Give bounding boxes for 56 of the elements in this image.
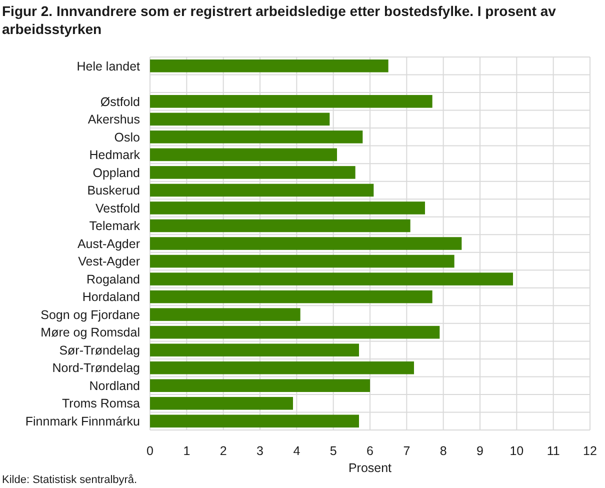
x-tick-label: 5 xyxy=(330,444,337,458)
y-tick-label: Vest-Agder xyxy=(78,254,140,269)
bar xyxy=(150,414,359,428)
y-tick-label: Vestfold xyxy=(96,201,140,216)
x-tick-label: 7 xyxy=(403,444,410,458)
y-tick-label: Sør-Trøndelag xyxy=(59,343,140,358)
y-tick-label: Nord-Trøndelag xyxy=(52,361,140,376)
y-tick-label: Hele landet xyxy=(76,59,141,74)
x-tick-label: 0 xyxy=(146,444,154,458)
bar xyxy=(150,219,410,232)
x-tick-label: 1 xyxy=(183,444,190,458)
y-tick-label: Nordland xyxy=(89,378,140,393)
y-tick-label: Troms Romsa xyxy=(62,396,140,411)
bar xyxy=(150,166,356,179)
bar xyxy=(150,184,374,197)
chart-title: Figur 2. Innvandrere som er registrert arbeidsledige etter bostedsfylke. I prosent av arbeidsstyrken xyxy=(2,3,556,37)
bar xyxy=(150,254,454,268)
y-tick-label: Hordaland xyxy=(82,290,140,304)
bar xyxy=(150,272,513,286)
text: Kilde: Statistisk sentralbyrå. xyxy=(2,474,138,486)
x-tick-label: 8 xyxy=(440,444,447,458)
x-tick-label: 4 xyxy=(293,444,300,458)
y-tick-label: Sogn og Fjordane xyxy=(40,308,140,322)
y-tick-label: Buskerud xyxy=(87,184,140,198)
x-tick-label: 11 xyxy=(546,444,560,458)
y-tick-label: Akershus xyxy=(88,112,140,127)
bar xyxy=(150,344,359,356)
x-tick-label: 12 xyxy=(583,444,597,458)
bar xyxy=(150,308,300,321)
bar xyxy=(150,59,388,72)
y-tick-label: Rogaland xyxy=(86,272,140,286)
y-tick-label: Aust-Agder xyxy=(77,236,140,251)
x-tick-label: 3 xyxy=(256,444,264,458)
bar xyxy=(150,130,363,144)
y-tick-label: Finnmark Finnmárku xyxy=(25,414,140,428)
x-tick-label: 9 xyxy=(476,444,484,458)
y-tick-label: Telemark xyxy=(89,219,141,234)
y-tick-label: Østfold xyxy=(100,94,140,109)
bar xyxy=(150,361,414,374)
bar xyxy=(150,112,330,126)
x-tick-label: 10 xyxy=(510,444,524,458)
bar xyxy=(150,95,432,108)
bar xyxy=(150,379,370,392)
bar xyxy=(150,290,432,304)
x-tick-label: 2 xyxy=(220,444,227,458)
bar xyxy=(150,202,425,214)
bar xyxy=(150,396,293,410)
bar xyxy=(150,148,337,162)
x-tick-label: 6 xyxy=(366,444,374,458)
bar xyxy=(150,237,462,250)
y-tick-label: Oppland xyxy=(92,166,140,180)
y-tick-label: Oslo xyxy=(114,130,140,144)
bar xyxy=(150,326,440,339)
x-axis-title: Prosent xyxy=(348,461,392,475)
y-tick-label: Hedmark xyxy=(89,148,141,162)
y-tick-label: Møre og Romsdal xyxy=(40,326,140,340)
